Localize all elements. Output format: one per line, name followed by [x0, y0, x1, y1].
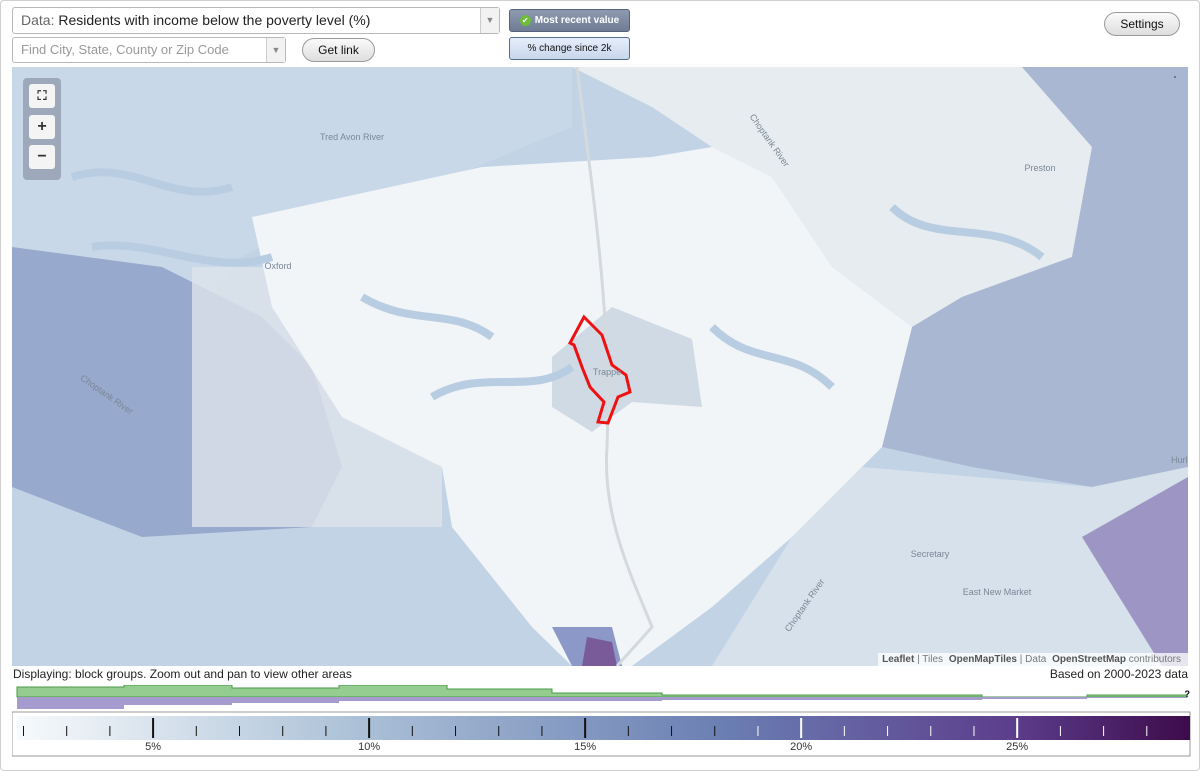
most-recent-label: Most recent value: [534, 15, 620, 26]
search-placeholder: Find City, State, County or Zip Code: [21, 42, 229, 57]
distribution-current: [16, 685, 1188, 698]
selected-area[interactable]: [567, 314, 632, 425]
attribution-part: contributors: [1128, 654, 1181, 665]
place-label: East New Market: [963, 587, 1032, 597]
place-label: Oxford: [264, 261, 291, 271]
road: [575, 67, 654, 666]
region: [572, 67, 1092, 327]
tick-label: 25%: [1006, 741, 1028, 753]
attribution-part: | Tiles: [917, 654, 944, 665]
region: [712, 467, 1188, 666]
get-link-button[interactable]: Get link: [302, 38, 375, 62]
distribution-change: [17, 697, 1187, 709]
place-label: Hurloc: [1171, 455, 1188, 465]
zoom-controls: ⛶ + −: [23, 78, 61, 180]
fullscreen-button[interactable]: ⛶: [29, 84, 55, 108]
zoom-in-button[interactable]: +: [29, 115, 55, 139]
region: [582, 637, 617, 666]
legend: ? 5% 10% 15% 20% 25%: [12, 685, 1191, 757]
most-recent-button[interactable]: ✔ Most recent value: [509, 9, 630, 32]
tick-label: 20%: [790, 741, 812, 753]
attribution-part: | Data: [1019, 654, 1047, 665]
dropdown-arrow[interactable]: ▼: [266, 38, 285, 62]
data-label: Data:: [21, 12, 55, 28]
settings-button[interactable]: Settings: [1104, 12, 1180, 36]
region: [1082, 477, 1188, 666]
tick-label: 15%: [574, 741, 596, 753]
region: [552, 307, 702, 432]
zoom-out-button[interactable]: −: [29, 145, 55, 169]
place-label: Secretary: [911, 549, 950, 559]
place-label: Tred Avon River: [320, 132, 384, 142]
percent-change-button[interactable]: % change since 2k: [509, 37, 630, 60]
place-label: Preston: [1024, 163, 1055, 173]
dropdown-arrow[interactable]: ▼: [480, 8, 499, 33]
region: [882, 67, 1188, 487]
attribution-part: Leaflet: [882, 654, 915, 665]
tick-label: 10%: [358, 741, 380, 753]
tick-label: 5%: [145, 741, 161, 753]
place-label: Trappe: [593, 367, 621, 377]
attribution: Leaflet | Tiles OpenMapTiles | Data Open…: [878, 653, 1188, 666]
waterway: [70, 168, 1045, 401]
search-box[interactable]: Find City, State, County or Zip Code ▼: [12, 37, 286, 63]
attribution-part: OpenMapTiles: [948, 654, 1017, 665]
data-value: Residents with income below the poverty …: [58, 12, 371, 28]
dot: [1174, 76, 1176, 78]
display-note: Displaying: block groups. Zoom out and p…: [13, 667, 352, 681]
data-select[interactable]: Data: Residents with income below the po…: [12, 7, 500, 34]
attribution-part: OpenStreetMap: [1052, 654, 1126, 665]
color-ramp: [17, 716, 1190, 740]
legend-scale: 5% 10% 15% 20% 25%: [17, 716, 1190, 753]
map[interactable]: Tred Avon River Oxford Trappe Preston Se…: [12, 67, 1188, 666]
data-range: Based on 2000-2023 data: [1049, 667, 1188, 681]
check-icon: ✔: [519, 14, 531, 26]
help-icon[interactable]: ?: [1185, 689, 1191, 699]
